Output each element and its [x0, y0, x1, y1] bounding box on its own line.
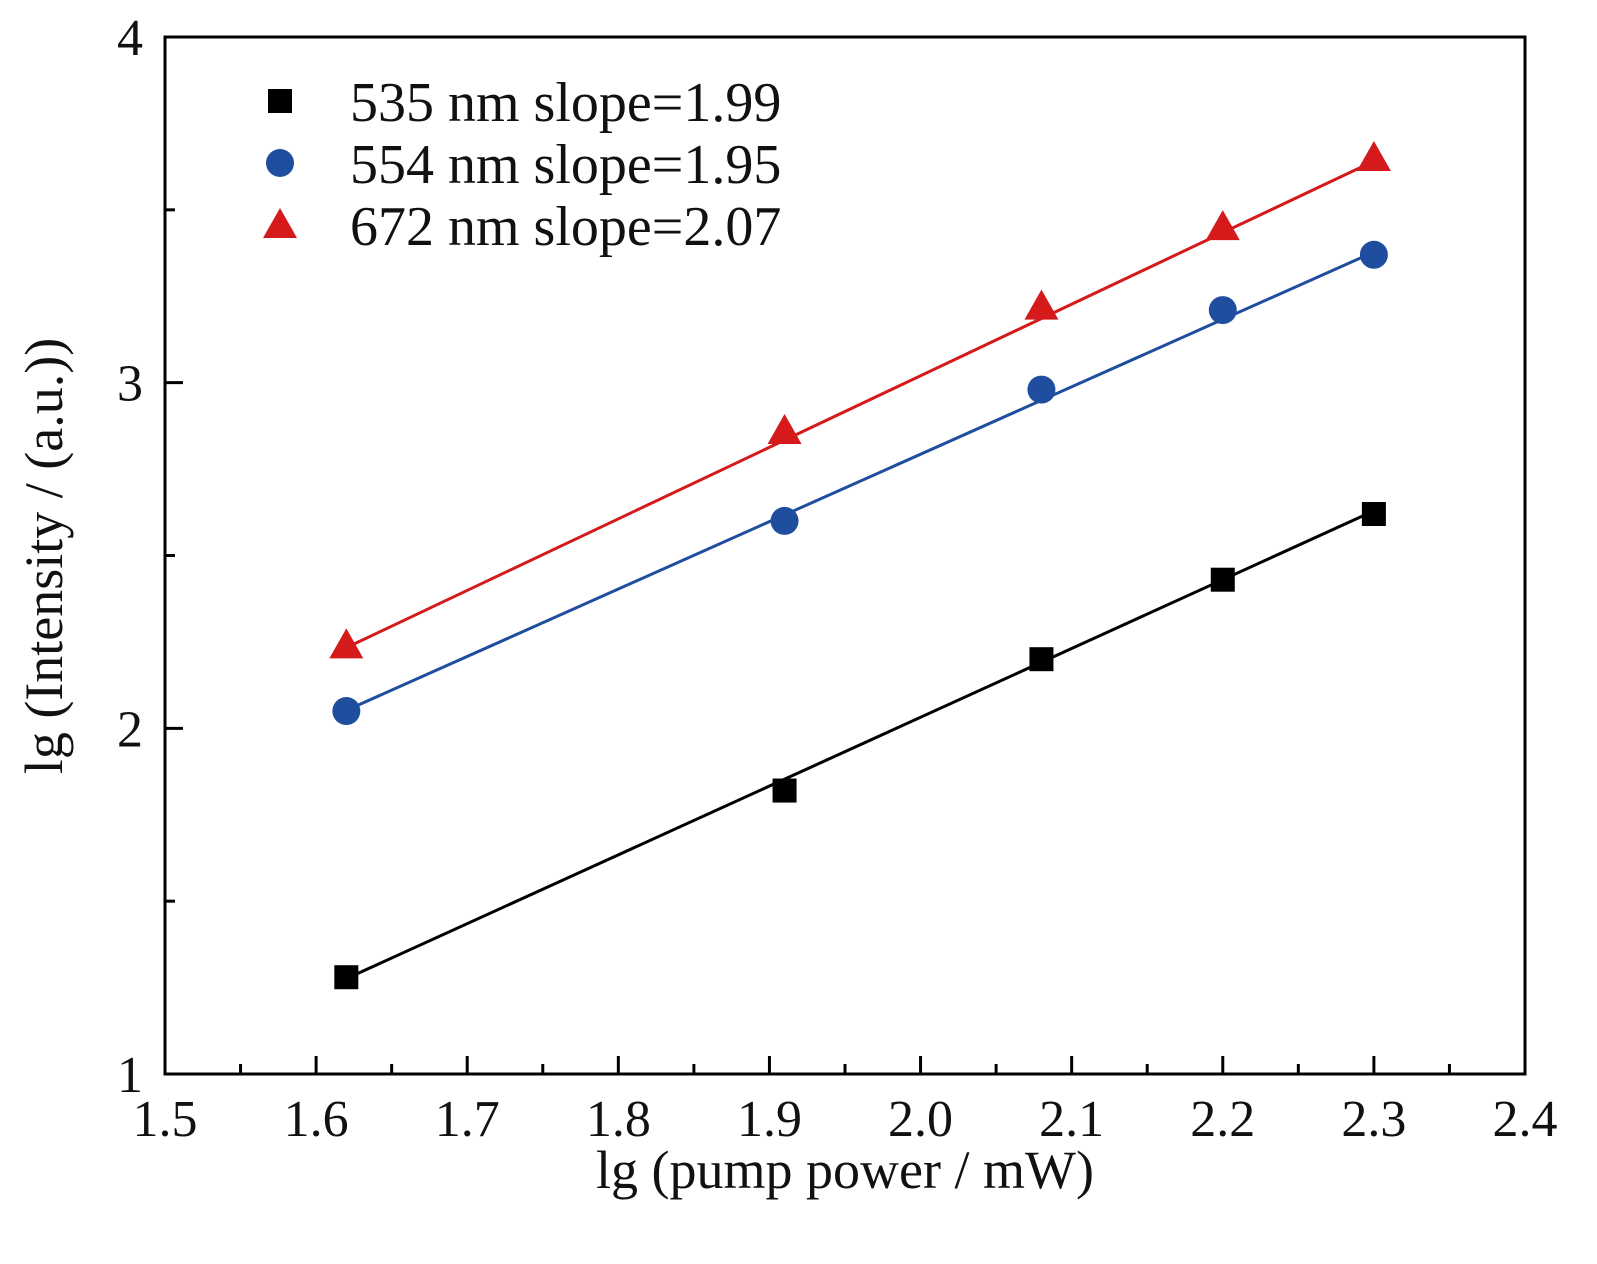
- data-point-series-2: [1208, 296, 1237, 325]
- data-point-series-3: [1205, 210, 1240, 241]
- data-point-series-3: [329, 628, 364, 659]
- legend-marker-series-1: [268, 89, 292, 113]
- data-point-series-2: [332, 697, 361, 726]
- data-point-series-1: [772, 778, 797, 803]
- data-point-series-1: [1361, 502, 1386, 527]
- legend-marker-series-3: [263, 208, 297, 238]
- data-point-series-2: [770, 506, 799, 535]
- data-point-series-3: [1356, 140, 1391, 171]
- x-tick-label: 2.3: [1341, 1091, 1406, 1148]
- x-tick-label: 1.7: [435, 1091, 500, 1148]
- fit-line-series-3: [345, 159, 1375, 650]
- y-tick-labels: 1 2 3 4: [117, 10, 143, 1104]
- data-point-series-1: [334, 965, 359, 990]
- x-axis-label: lg (pump power / mW): [596, 1140, 1094, 1200]
- data-markers: [329, 140, 1391, 990]
- x-tick-label: 2.0: [888, 1091, 953, 1148]
- legend-marker-series-2: [266, 149, 294, 177]
- y-axis-label: lg (Intensity / (a.u.)): [14, 338, 74, 774]
- x-tick-label: 1.5: [133, 1091, 198, 1148]
- x-tick-label: 2.4: [1493, 1091, 1558, 1148]
- data-point-series-2: [1359, 240, 1388, 269]
- x-tick-label: 2.1: [1039, 1091, 1104, 1148]
- legend-label-series-3: 672 nm slope=2.07: [350, 196, 781, 258]
- y-tick-label: 4: [117, 10, 143, 67]
- legend-label-series-1: 535 nm slope=1.99: [350, 72, 781, 134]
- data-point-series-3: [1024, 289, 1059, 320]
- data-point-series-1: [1210, 567, 1235, 592]
- fit-line-series-1: [345, 509, 1375, 981]
- fit-line-series-2: [345, 250, 1375, 712]
- x-tick-label: 2.2: [1190, 1091, 1255, 1148]
- legend-label-series-2: 554 nm slope=1.95: [350, 134, 781, 196]
- x-tick-label: 1.6: [284, 1091, 349, 1148]
- data-point-series-1: [1029, 647, 1054, 672]
- y-tick-label: 2: [117, 701, 143, 758]
- tick-marks: [163, 35, 1527, 1076]
- x-tick-labels: 1.5 1.6 1.7 1.8 1.9 2.0 2.1 2.2 2.3 2.4: [133, 1091, 1558, 1148]
- x-tick-label: 1.8: [586, 1091, 651, 1148]
- x-tick-label: 1.9: [737, 1091, 802, 1148]
- fit-lines: [345, 159, 1375, 981]
- data-point-series-3: [767, 414, 802, 445]
- y-tick-label: 1: [117, 1047, 143, 1104]
- data-point-series-2: [1027, 375, 1056, 404]
- y-tick-label: 3: [117, 356, 143, 413]
